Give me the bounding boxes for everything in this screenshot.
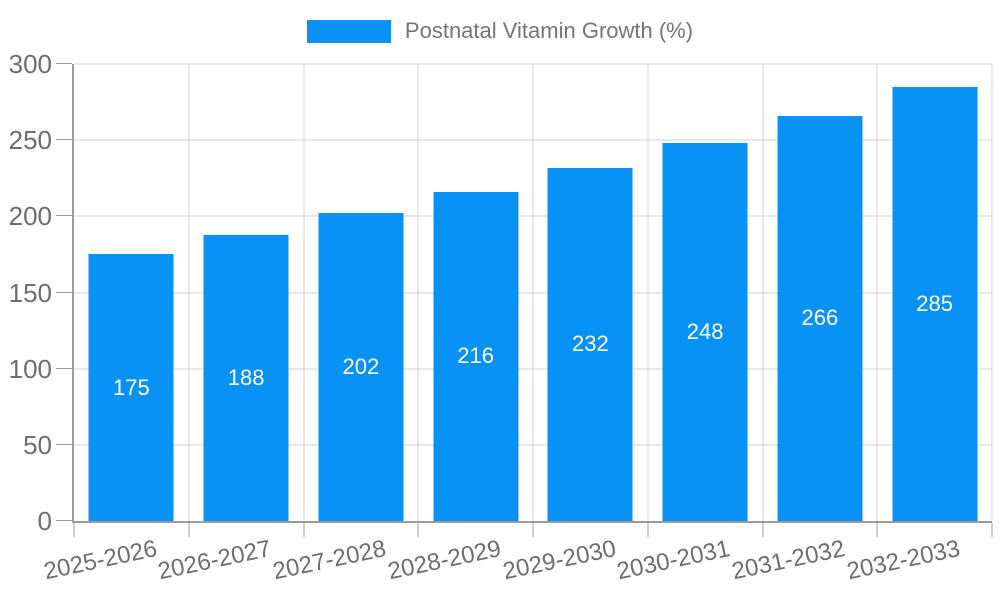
y-axis-tick-label: 0 xyxy=(37,506,52,536)
bar-value-label: 266 xyxy=(801,305,839,331)
x-axis-tick-label: 2027-2028 xyxy=(270,535,389,586)
bar-cell: 202 2027-2028 xyxy=(271,64,419,585)
x-tick-mark xyxy=(762,523,763,537)
legend-swatch xyxy=(306,19,391,43)
y-tick-mark xyxy=(56,291,72,293)
x-axis-tick-label: 2031-2032 xyxy=(729,535,848,586)
x-axis-tick-label: 2026-2027 xyxy=(155,535,274,586)
y-axis-tick-label: 150 xyxy=(8,277,52,308)
bar-row: 175 2025-2026 188 2026-2027 202 2027-2028 216 2… xyxy=(41,64,992,585)
x-axis-tick-label: 2025-2026 xyxy=(41,535,159,586)
x-tick-mark xyxy=(417,523,419,537)
bar-cell: 216 2028-2029 xyxy=(385,64,533,585)
y-axis-tick-label: 300 xyxy=(8,49,52,79)
x-tick-mark xyxy=(876,523,878,537)
bar-value-label: 232 xyxy=(572,331,609,357)
x-gridline xyxy=(647,64,649,521)
x-gridline xyxy=(417,64,419,521)
bar: 285 xyxy=(892,86,978,521)
y-tick-mark xyxy=(56,443,72,445)
bar-value-label: 216 xyxy=(457,343,494,369)
x-gridline xyxy=(876,64,878,521)
bar-cell: 175 2025-2026 xyxy=(41,64,189,585)
y-axis-tick-label: 100 xyxy=(8,353,52,384)
bar-cell: 248 2030-2031 xyxy=(615,64,763,585)
bar-cell: 188 2026-2027 xyxy=(156,64,304,585)
y-axis-tick-label: 50 xyxy=(23,429,52,460)
x-gridline xyxy=(762,64,763,521)
x-tick-mark xyxy=(532,523,534,537)
y-tick-mark xyxy=(56,63,72,64)
x-tick-mark xyxy=(647,523,649,537)
x-gridline xyxy=(188,64,190,521)
x-tick-mark xyxy=(303,523,304,537)
bar-value-label: 285 xyxy=(916,290,953,316)
plot-area: 0 50 100 150 200 250 300 175 2025-2026 188 2026-20… xyxy=(9,51,993,585)
bar-cell: 232 2029-2030 xyxy=(500,64,648,585)
x-axis-tick-label: 2032-2033 xyxy=(844,535,963,586)
bar: 188 xyxy=(203,234,289,521)
bar-value-label: 188 xyxy=(227,364,265,390)
bar: 175 xyxy=(88,254,174,521)
bar: 202 xyxy=(318,213,404,521)
bar: 216 xyxy=(433,191,519,521)
y-tick-mark xyxy=(56,520,72,521)
y-axis-tick-label: 200 xyxy=(8,201,52,232)
bar-value-label: 202 xyxy=(342,354,380,380)
x-gridline xyxy=(991,64,993,521)
x-axis-tick-label: 2029-2030 xyxy=(500,535,618,586)
x-tick-mark xyxy=(188,523,190,537)
y-axis-tick-label: 250 xyxy=(8,125,52,156)
bar: 248 xyxy=(662,143,748,521)
x-tick-mark xyxy=(991,523,993,537)
x-axis-tick-label: 2030-2031 xyxy=(614,535,733,586)
y-tick-mark xyxy=(56,367,72,369)
legend-label: Postnatal Vitamin Growth (%) xyxy=(404,18,694,43)
y-tick-mark xyxy=(56,215,72,217)
bar: 266 xyxy=(777,115,863,521)
x-gridline xyxy=(532,64,534,521)
bar-cell: 285 2032-2033 xyxy=(844,64,992,585)
bar-cell: 266 2031-2032 xyxy=(730,64,878,585)
y-tick-mark xyxy=(56,139,72,141)
bar-value-label: 175 xyxy=(113,374,150,400)
bar-value-label: 248 xyxy=(686,319,724,345)
x-axis-tick-label: 2028-2029 xyxy=(385,535,504,586)
x-tick-mark xyxy=(73,523,75,537)
bar: 232 xyxy=(547,167,633,521)
x-gridline xyxy=(303,64,304,521)
legend: Postnatal Vitamin Growth (%) xyxy=(0,18,1000,44)
